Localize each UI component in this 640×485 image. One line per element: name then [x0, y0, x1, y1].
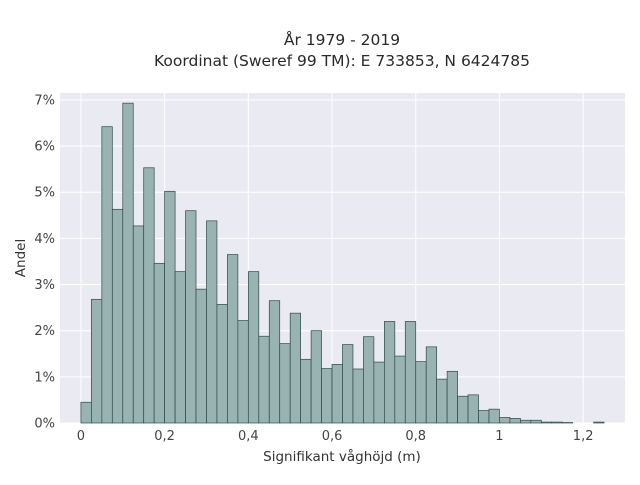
histogram-bar — [91, 299, 101, 423]
histogram-bar — [123, 103, 133, 423]
histogram-bar — [426, 347, 436, 423]
y-tick-label: 3% — [34, 278, 55, 293]
histogram-bar — [102, 127, 112, 423]
histogram-bar — [343, 345, 353, 423]
histogram-bar — [447, 371, 457, 423]
histogram-bar — [322, 369, 332, 423]
histogram-bar — [468, 395, 478, 423]
histogram-bar — [186, 211, 196, 423]
histogram-bar — [81, 402, 91, 423]
histogram-bar — [594, 422, 604, 423]
histogram-bar — [269, 301, 279, 423]
histogram-bar — [363, 337, 373, 423]
x-tick-label: 1 — [495, 429, 503, 444]
y-axis-ticks: 0% 1% 2% 3% 4% 5% 6% 7% — [34, 93, 55, 431]
histogram-bar — [531, 420, 541, 423]
histogram-bar — [196, 289, 206, 423]
chart-subtitle: Koordinat (Sweref 99 TM): E 733853, N 64… — [154, 52, 530, 70]
x-axis-label: Signifikant våghöjd (m) — [263, 448, 421, 465]
histogram-bar — [290, 313, 300, 423]
x-tick-label: 1,2 — [573, 429, 594, 444]
histogram-bar — [458, 396, 468, 423]
histogram-bar — [248, 272, 258, 423]
histogram-bar — [238, 321, 248, 423]
histogram-bar — [301, 359, 311, 423]
histogram-bar — [416, 362, 426, 423]
x-tick-label: 0,8 — [405, 429, 426, 444]
histogram-bar — [259, 336, 269, 423]
histogram-bar — [133, 226, 143, 423]
histogram-bar — [217, 304, 227, 423]
histogram-bar — [541, 422, 551, 423]
y-tick-label: 0% — [34, 417, 55, 432]
chart-title: År 1979 - 2019 — [284, 30, 400, 49]
histogram-bar — [154, 263, 164, 423]
histogram-bar — [489, 409, 499, 423]
histogram-bar — [332, 364, 342, 423]
y-axis-label: Andel — [13, 239, 29, 277]
histogram-bar — [311, 331, 321, 423]
y-tick-label: 2% — [34, 324, 55, 339]
y-tick-label: 6% — [34, 140, 55, 155]
histogram-bar — [374, 362, 384, 423]
histogram-bar — [520, 420, 530, 423]
histogram-bar — [227, 255, 237, 423]
histogram-bar — [165, 191, 175, 423]
histogram-bar — [552, 422, 562, 423]
histogram-bar — [112, 209, 122, 423]
x-tick-label: 0,4 — [238, 429, 259, 444]
histogram-bar — [479, 411, 489, 423]
histogram-bar — [437, 379, 447, 423]
x-tick-label: 0 — [77, 429, 85, 444]
y-tick-label: 5% — [34, 186, 55, 201]
x-tick-label: 0,6 — [322, 429, 343, 444]
histogram-bar — [395, 356, 405, 423]
histogram-bar — [280, 344, 290, 423]
y-tick-label: 7% — [34, 93, 55, 108]
histogram-bar — [175, 272, 185, 423]
x-tick-label: 0,2 — [154, 429, 175, 444]
y-tick-label: 4% — [34, 232, 55, 247]
histogram-bar — [405, 321, 415, 423]
x-axis-ticks: 0 0,2 0,4 0,6 0,8 1 1,2 — [77, 429, 594, 444]
histogram-bar — [206, 221, 216, 423]
histogram-bar — [499, 417, 509, 423]
histogram-bar — [384, 321, 394, 423]
histogram-bar — [353, 369, 363, 423]
histogram-bar — [510, 418, 520, 423]
histogram-bar — [144, 168, 154, 423]
y-tick-label: 1% — [34, 370, 55, 385]
